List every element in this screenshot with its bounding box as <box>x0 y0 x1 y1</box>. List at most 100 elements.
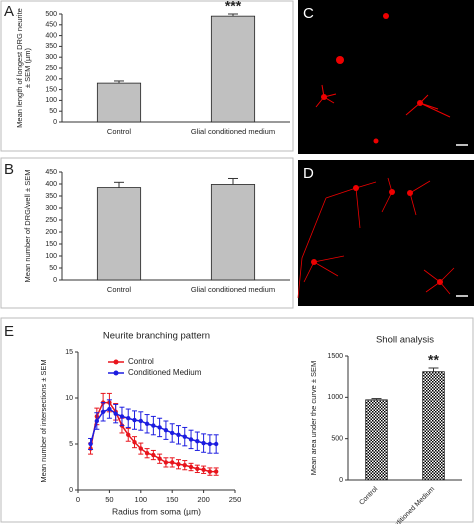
point <box>157 425 162 430</box>
point <box>126 416 131 421</box>
y-tick-label: 400 <box>45 181 57 188</box>
x-tick-label: Control <box>107 285 132 294</box>
panel-frame <box>0 157 294 309</box>
x-tick-label: Control <box>358 485 379 506</box>
point <box>107 406 112 412</box>
y-tick-label: 100 <box>45 253 57 260</box>
y-tick-label: 1500 <box>327 353 343 360</box>
y-tick-label: 300 <box>45 205 57 212</box>
y-tick-label: 250 <box>45 217 57 224</box>
y-tick-label: 100 <box>45 97 57 104</box>
point <box>132 439 137 445</box>
panel-frame <box>0 0 294 152</box>
significance: *** <box>225 0 242 14</box>
y-axis-label: Mean number of DRG/well ± SEM <box>23 170 32 283</box>
y-tick-label: 50 <box>49 108 57 115</box>
y-tick-label: 500 <box>45 11 57 18</box>
bar <box>365 399 388 481</box>
legend-marker <box>113 359 119 365</box>
x-tick-label: 200 <box>197 495 210 504</box>
point <box>170 460 175 465</box>
legend-label: Conditioned Medium <box>128 368 202 377</box>
point <box>144 421 150 426</box>
legend-label: Control <box>128 357 154 366</box>
point <box>182 462 187 468</box>
x-tick-label: Control <box>107 127 132 136</box>
point <box>119 414 125 419</box>
point <box>213 441 219 447</box>
bar <box>96 82 142 123</box>
point <box>207 441 213 447</box>
chart-title: Neurite branching pattern <box>103 331 210 342</box>
point <box>113 411 118 416</box>
legend-marker <box>113 370 119 376</box>
bar <box>210 15 256 123</box>
point <box>201 440 206 446</box>
y-tick-label: 0 <box>339 477 343 484</box>
point <box>170 430 175 436</box>
y-tick-label: 200 <box>45 229 57 236</box>
panel-label: A <box>4 3 14 20</box>
bar <box>422 371 445 481</box>
point <box>182 434 187 439</box>
y-tick-label: 350 <box>45 193 57 200</box>
point <box>157 456 162 461</box>
panel-label: D <box>303 165 314 182</box>
y-tick-label: 350 <box>45 43 57 50</box>
y-tick-label: 10 <box>65 395 73 402</box>
y-tick-label: 0 <box>53 119 57 126</box>
y-tick-label: 500 <box>331 436 343 443</box>
point <box>195 466 200 472</box>
y-tick-label: 400 <box>45 32 57 39</box>
point <box>207 469 213 474</box>
x-tick-label: 100 <box>135 495 148 504</box>
point <box>163 428 169 433</box>
y-axis-label: Mean area under the curve ± SEM <box>309 361 318 476</box>
panel-frame <box>0 317 474 523</box>
point <box>188 437 194 442</box>
point <box>100 409 106 414</box>
y-tick-label: 0 <box>69 487 73 494</box>
micrograph-d <box>297 160 474 306</box>
y-tick-label: 1000 <box>327 394 343 401</box>
bar <box>96 187 142 281</box>
x-tick-label: 50 <box>105 495 113 504</box>
y-axis-label: Mean number of intersections ± SEM <box>39 359 48 482</box>
x-axis-label: Radius from soma (µm) <box>112 506 201 516</box>
y-tick-label: 200 <box>45 76 57 83</box>
point <box>151 423 156 428</box>
y-tick-label: 50 <box>49 265 57 272</box>
y-tick-label: 250 <box>45 65 57 72</box>
y-axis-label: Mean length of longest DRG neurite <box>15 8 24 128</box>
point <box>132 417 137 423</box>
x-tick-label: 0 <box>76 495 80 504</box>
significance: ** <box>428 352 439 368</box>
point <box>176 432 181 437</box>
panel-label: E <box>4 323 14 340</box>
point <box>94 418 100 424</box>
y-tick-label: 450 <box>45 169 57 176</box>
point <box>138 418 143 424</box>
y-axis-label: ± SEM (µm) <box>23 47 32 88</box>
x-tick-label: 150 <box>166 495 179 504</box>
point <box>176 462 181 467</box>
point <box>144 451 150 456</box>
point <box>88 441 93 447</box>
bar <box>210 184 256 281</box>
y-tick-label: 5 <box>69 441 73 448</box>
point <box>163 460 169 465</box>
point <box>195 439 200 444</box>
micrograph-c <box>298 0 474 154</box>
y-tick-label: 150 <box>45 241 57 248</box>
x-tick-label: Glial conditioned medium <box>191 285 275 294</box>
y-tick-label: 0 <box>53 277 57 284</box>
point <box>138 446 143 451</box>
panel-label: C <box>303 5 314 22</box>
point <box>126 432 131 437</box>
y-tick-label: 15 <box>65 349 73 356</box>
y-tick-label: 300 <box>45 54 57 61</box>
x-tick-label: 250 <box>229 495 242 504</box>
x-tick-label: Glial conditioned medium <box>191 127 275 136</box>
x-tick-label: Conditioned Medium <box>386 486 436 524</box>
chart-title: Sholl analysis <box>376 335 434 346</box>
